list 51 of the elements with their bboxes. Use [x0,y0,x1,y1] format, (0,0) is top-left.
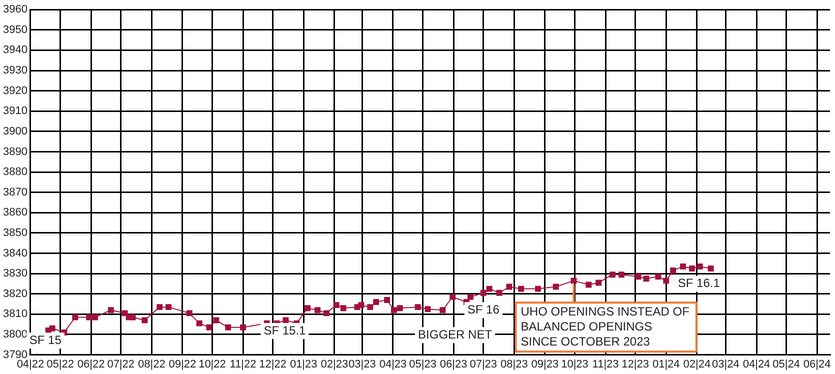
y-tick-label: 3870 [2,186,28,198]
annotation: SF 15 [29,332,62,347]
y-tick-label: 3900 [2,125,28,138]
x-tick-label: 02|23 [320,358,348,370]
x-tick-label: 08|22 [138,358,166,370]
x-tick-label: 06|22 [77,358,105,370]
x-tick-label: 06|24 [803,358,831,370]
annotation: SF 16 [467,302,500,316]
x-tick-label: 11|23 [592,358,619,370]
x-tick-label: 04|24 [742,358,770,370]
y-tick-label: 3850 [2,226,28,239]
x-tick-label: 09|23 [531,358,559,370]
y-tick-label: 3890 [2,146,28,158]
x-tick-label: 06|23 [440,358,468,370]
x-tick-label: 05|24 [772,358,800,370]
x-tick-label: 08|23 [500,358,528,370]
y-tick-label: 3940 [2,44,28,56]
y-tick-label: 3930 [2,64,28,77]
y-tick-label: 3810 [2,308,28,320]
y-tick-label: 3910 [2,105,28,118]
x-tick-label: 01|24 [652,358,680,370]
annotation: BIGGER NET [418,327,493,342]
x-tick-label: 10|22 [198,358,226,370]
x-tick-label: 12|23 [622,358,649,370]
x-tick-label: 07|22 [107,358,135,370]
x-tick-label: 12|22 [259,358,286,370]
x-tick-label: 02|24 [683,358,711,370]
x-tick-label: 09|22 [168,358,196,370]
annotation: UHO OPENINGS INSTEAD OF BALANCED OPENINGS SINCE OCTOBER 2023 [520,304,690,348]
x-tick-label: 04|22 [16,358,44,370]
y-tick-label: 3880 [2,166,28,178]
y-tick-label: 3950 [2,24,28,36]
annotation: SF 16.1 [678,276,720,290]
y-tick-label: 3830 [2,268,28,280]
x-tick-label: 04|23 [379,358,407,370]
y-tick-label: 3960 [2,4,28,16]
x-tick-label: 05|22 [46,358,74,370]
x-tick-label: 07|23 [470,358,498,370]
x-tick-label: 10|23 [561,358,588,370]
x-tick-label: 01|23 [290,358,318,370]
y-tick-label: 3920 [2,84,28,97]
x-tick-label: 05|23 [409,358,436,370]
y-tick-label: 3790 [2,348,28,361]
x-tick-label: 03|24 [712,358,740,370]
y-tick-label: 3840 [2,247,28,260]
x-tick-label: 11|22 [230,358,256,370]
x-tick-label: 03|23 [348,358,376,370]
y-tick-label: 3820 [2,288,28,300]
y-tick-label: 3800 [2,328,28,341]
y-tick-label: 3860 [2,206,28,219]
annotation: SF 15.1 [264,323,306,338]
